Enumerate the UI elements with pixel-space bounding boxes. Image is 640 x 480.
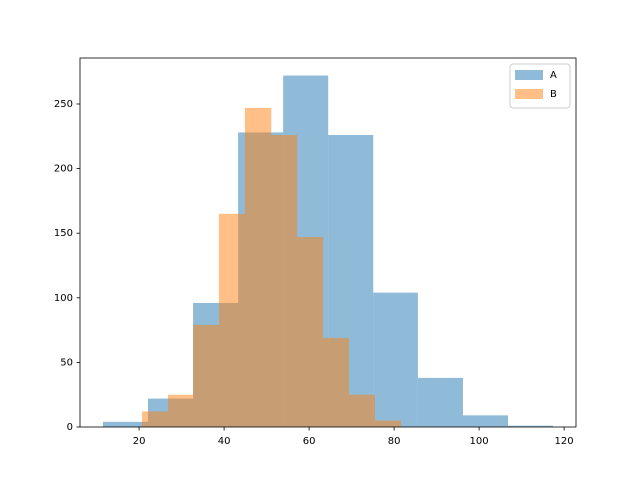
legend-label: A <box>550 70 557 81</box>
bar <box>349 394 375 427</box>
bar <box>417 377 463 427</box>
bar <box>102 421 149 427</box>
bar <box>193 324 219 427</box>
legend-swatch <box>515 70 543 80</box>
legend-swatch <box>515 89 543 99</box>
axes-frame <box>79 57 577 428</box>
bar <box>462 415 508 427</box>
bar <box>507 425 554 427</box>
bar <box>244 107 272 427</box>
x-tick-label: 80 <box>388 436 401 447</box>
bar <box>373 292 418 427</box>
y-tick-label: 0 <box>67 422 73 433</box>
y-tick-label: 200 <box>54 164 73 175</box>
legend-label: B <box>550 89 557 100</box>
bar <box>167 394 194 427</box>
x-tick-label: 40 <box>218 436 231 447</box>
x-tick-label: 100 <box>470 436 489 447</box>
bar <box>142 411 168 427</box>
bar <box>323 337 350 427</box>
bar <box>218 213 245 427</box>
y-tick-label: 100 <box>54 293 73 304</box>
x-tick-label: 120 <box>555 436 574 447</box>
y-tick-label: 150 <box>54 228 73 239</box>
plot-area <box>102 75 554 428</box>
y-tick-label: 250 <box>54 99 73 110</box>
bar <box>374 420 401 427</box>
x-tick-label: 20 <box>133 436 146 447</box>
x-tick-label: 60 <box>303 436 316 447</box>
y-tick-label: 50 <box>60 357 73 368</box>
bar <box>297 237 324 427</box>
bar <box>271 135 298 427</box>
